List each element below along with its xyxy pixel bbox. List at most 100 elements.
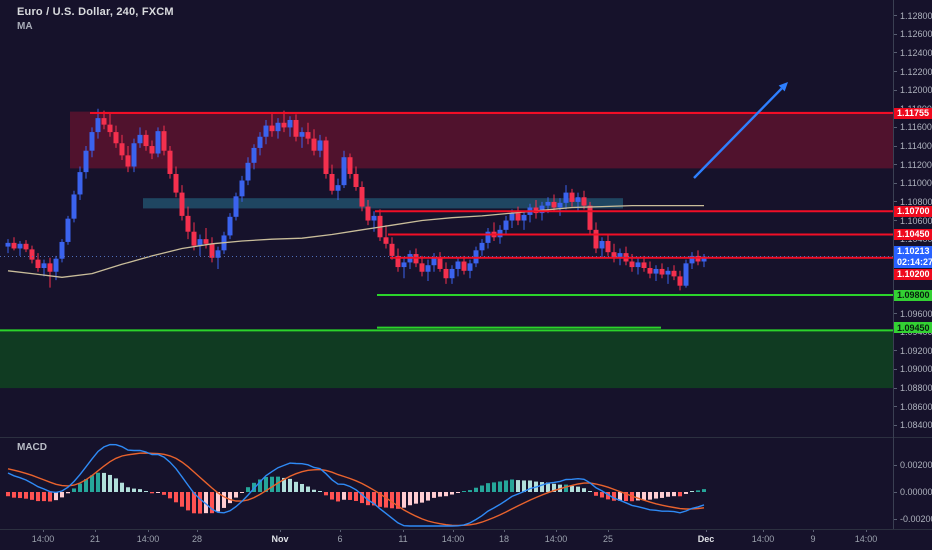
arrow-shaft[interactable] (693, 87, 783, 179)
chart-legend: Euro / U.S. Dollar, 240, FXCM MA (17, 6, 174, 32)
candlestick-series (5, 108, 707, 291)
current-price-value: 1.10213 (897, 245, 930, 256)
ma-line[interactable] (7, 204, 704, 278)
macd-hist-bar (546, 482, 550, 492)
candle-body (371, 215, 377, 221)
macd-hist-bar (324, 492, 328, 496)
time-axis-tick (403, 529, 404, 532)
candle-body (521, 214, 527, 221)
macd-hist-bar (498, 481, 502, 492)
demand-zone[interactable] (0, 330, 893, 389)
macd-indicator-label[interactable]: MACD (17, 442, 47, 453)
candle-body (479, 242, 485, 251)
macd-hist-bar (522, 480, 526, 492)
macd-hist-bar (570, 485, 574, 492)
macd-hist-bar (552, 483, 556, 492)
candle-body (701, 256, 707, 262)
macd-hist-bar (360, 492, 364, 504)
trend-arrow[interactable] (693, 82, 788, 179)
candle-body (509, 213, 515, 221)
candle-body (137, 134, 143, 144)
time-axis-tick (706, 529, 707, 532)
candle-body (359, 187, 365, 207)
macd-hist-bar (294, 481, 298, 492)
current-price-tag: 1.10213 02:14:27 (894, 245, 932, 268)
macd-hist-bar (462, 491, 466, 492)
candle-body (65, 218, 71, 242)
bar-countdown: 02:14:27 (897, 256, 932, 267)
time-axis-tick (340, 529, 341, 532)
ma-indicator-label[interactable]: MA (17, 21, 33, 32)
macd-hist-bar (192, 492, 196, 514)
price-axis-label: 1.08800 (893, 383, 932, 393)
candle-body (611, 252, 617, 258)
macd-line-path[interactable] (7, 443, 705, 527)
macd-hist-bar (102, 472, 106, 492)
macd-hist-bar (312, 489, 316, 492)
resistance-price-tag: 1.11755 (894, 107, 932, 119)
macd-hist-bar (264, 476, 268, 492)
macd-hist-bar (348, 492, 352, 500)
candle-body (617, 253, 623, 258)
macd-hist-bar (186, 492, 190, 511)
candle-body (251, 147, 257, 163)
arrow-head[interactable] (778, 82, 788, 92)
candle-body (125, 155, 131, 167)
candle-body (179, 192, 185, 216)
macd-hist-bar (528, 480, 532, 492)
resistance-price-tag: 1.10700 (894, 205, 932, 217)
ma-line-path[interactable] (7, 204, 704, 278)
candle-body (275, 122, 281, 132)
time-axis-label: 14:00 (31, 534, 55, 544)
macd-signal-line[interactable] (7, 452, 705, 527)
drawing-zones[interactable] (0, 111, 893, 389)
candle-body (353, 173, 359, 188)
price-axis-label: 1.11400 (893, 141, 932, 151)
macd-hist-bar (276, 476, 280, 492)
macd-hist-bar (24, 492, 28, 499)
candle-body (659, 268, 665, 275)
macd-hist-bar (540, 482, 544, 492)
macd-hist-bar (606, 492, 610, 500)
time-axis-label: Dec (697, 534, 715, 544)
macd-hist-bar (6, 492, 10, 497)
candle-body (425, 265, 431, 272)
candle-body (287, 119, 293, 128)
support-price-tag: 1.09800 (894, 289, 932, 301)
candle-body (389, 243, 395, 256)
candle-body (293, 119, 299, 137)
candle-body (635, 262, 641, 268)
symbol-title[interactable]: Euro / U.S. Dollar, 240, FXCM (17, 6, 174, 18)
macd-axis-label: 0.00000 (893, 487, 932, 497)
candle-body (161, 131, 167, 151)
candle-body (593, 229, 599, 249)
macd-hist-bar (108, 474, 112, 492)
candle-body (245, 162, 251, 181)
macd-hist-bar (372, 492, 376, 506)
candle-body (41, 263, 47, 269)
macd-hist-bar (210, 492, 214, 514)
candle-body (455, 261, 461, 269)
macd-hist-bar (642, 492, 646, 500)
candle-body (185, 215, 191, 232)
macd-hist-bar (408, 492, 412, 506)
candle-body (419, 263, 425, 272)
macd-hist-bar (582, 488, 586, 492)
pane-separator[interactable] (0, 437, 932, 438)
macd-hist-bar (258, 479, 262, 492)
price-axis-label: 1.09600 (893, 309, 932, 319)
supply-zone[interactable] (70, 111, 893, 169)
macd-hist-bar (660, 492, 664, 498)
macd-signal-path[interactable] (7, 452, 705, 527)
candle-body (119, 143, 125, 156)
macd-hist-bar (90, 475, 94, 492)
macd-line[interactable] (7, 443, 705, 527)
macd-hist-bar (654, 492, 658, 499)
time-axis-tick (148, 529, 149, 532)
candle-body (563, 192, 569, 203)
macd-hist-bar (594, 492, 598, 496)
resistance-band[interactable] (143, 198, 623, 209)
macd-hist-bar (426, 492, 430, 501)
